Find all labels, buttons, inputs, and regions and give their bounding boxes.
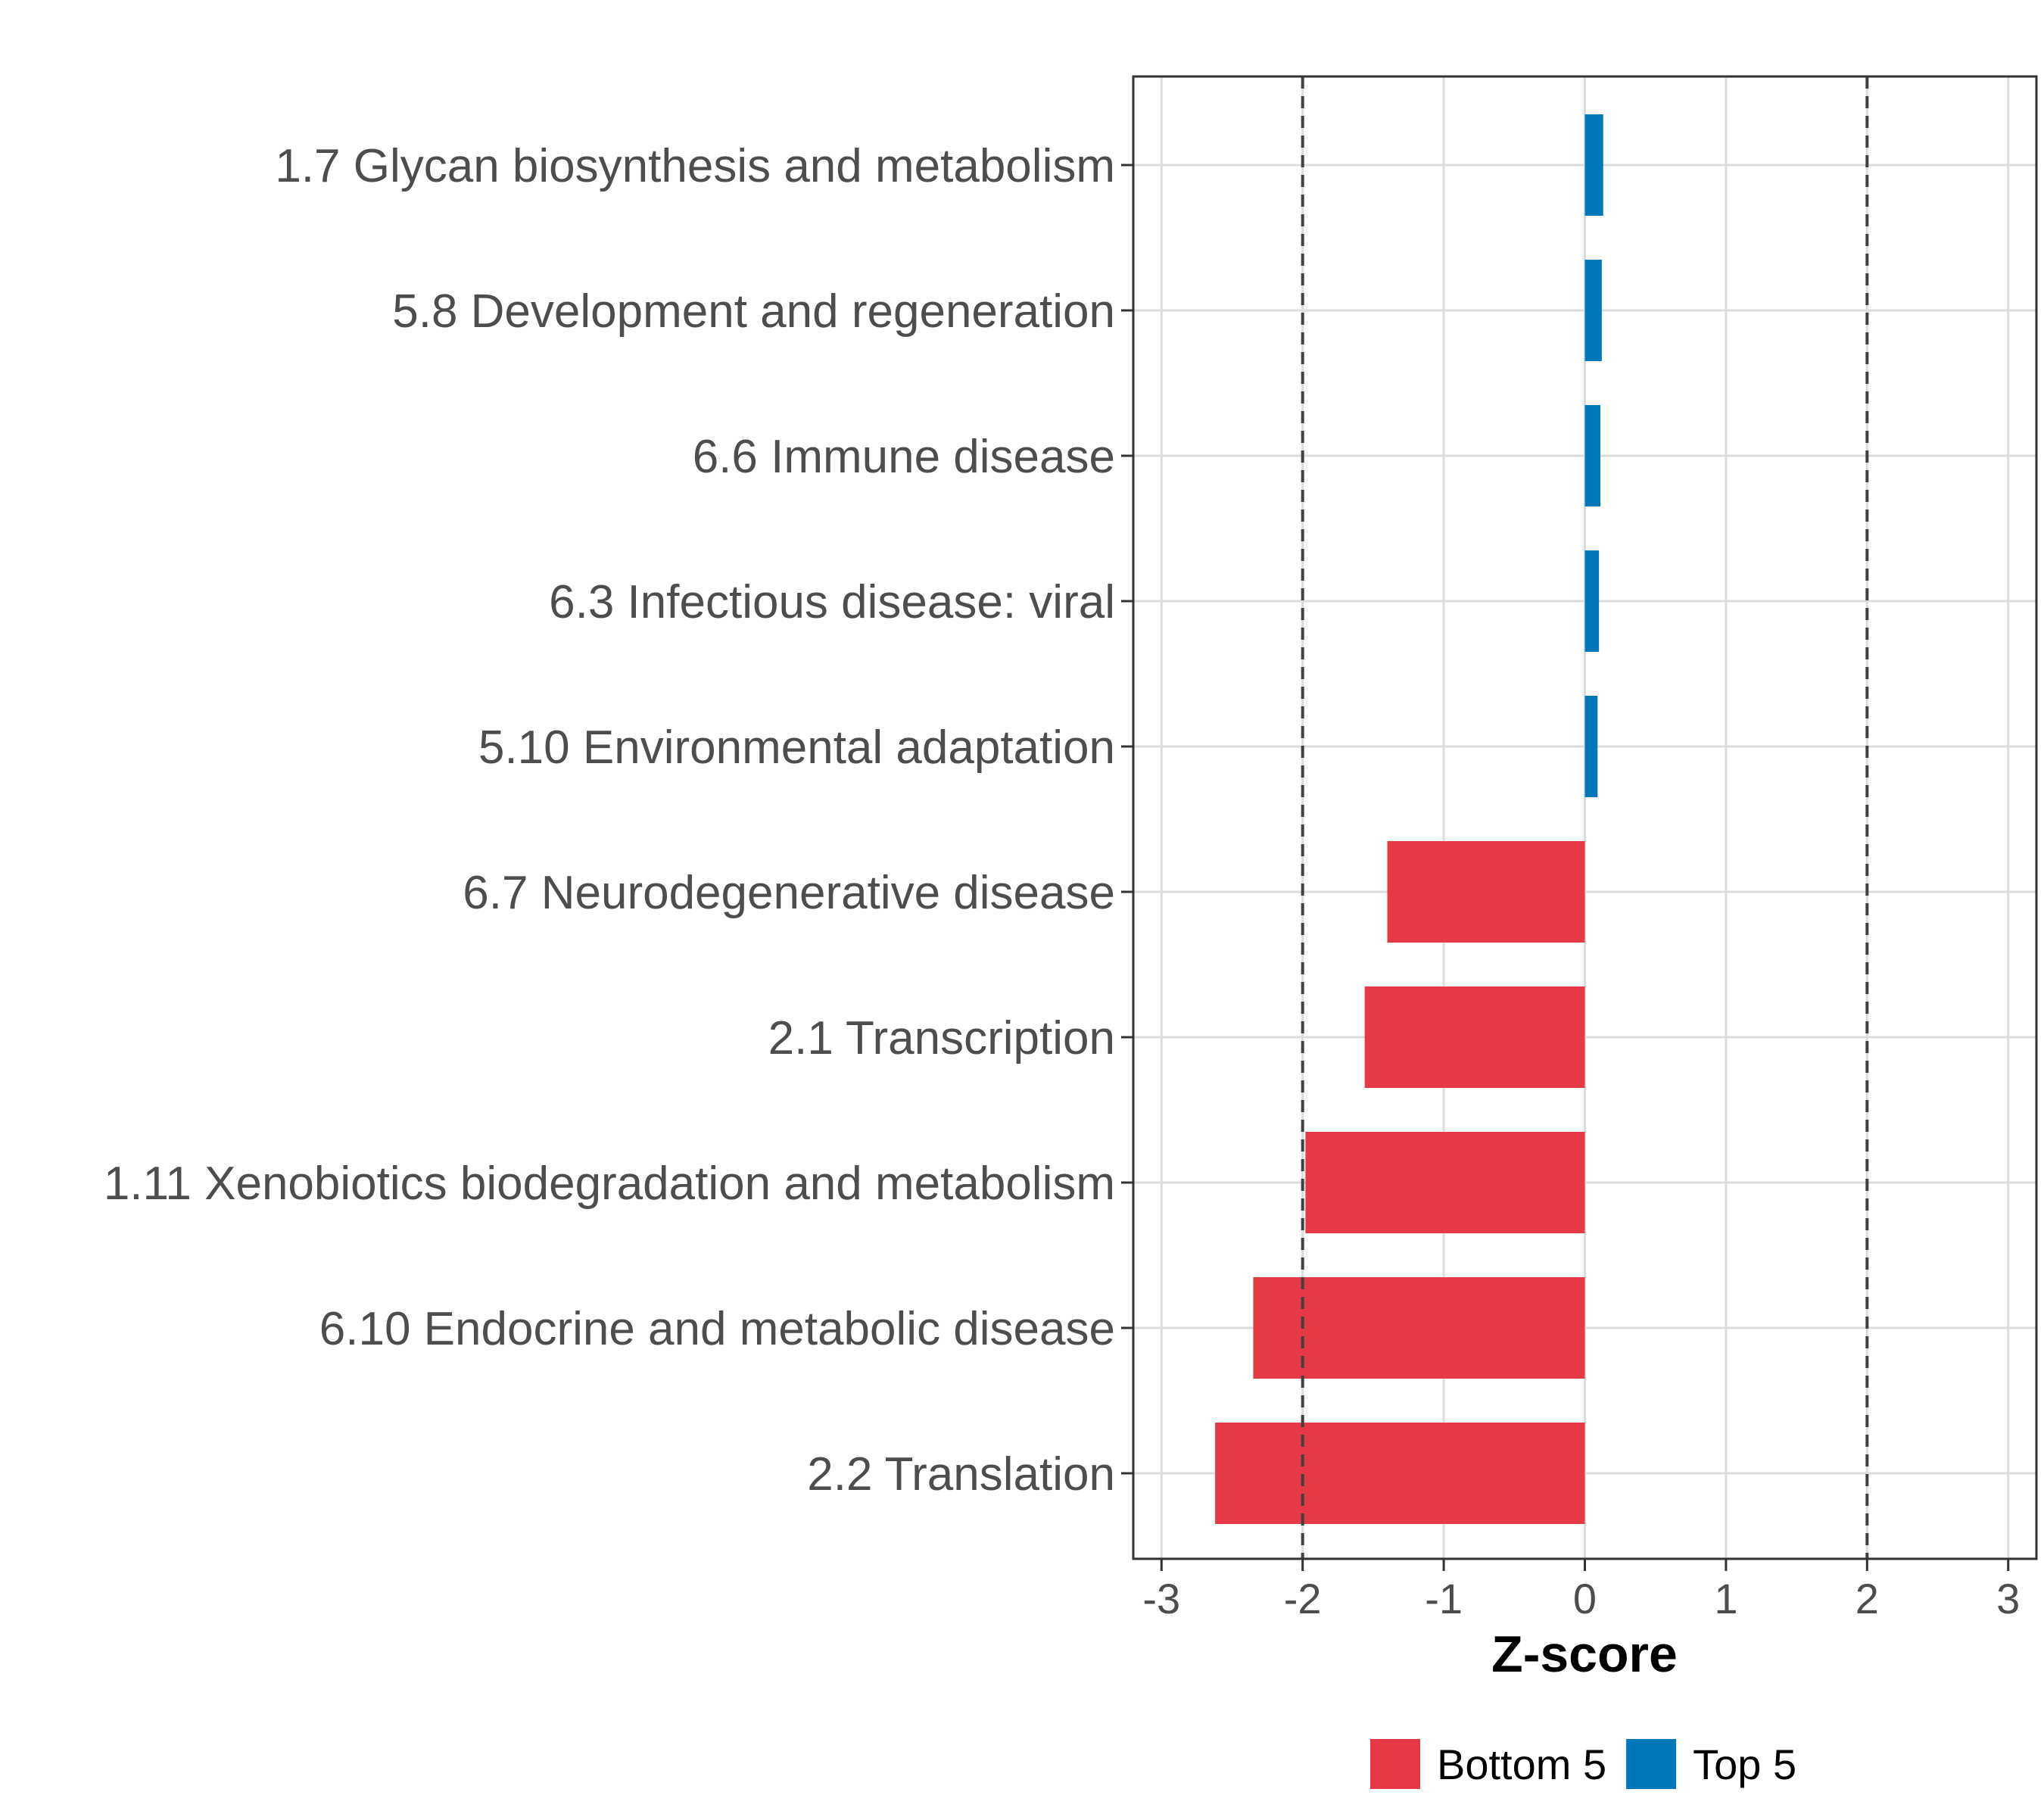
category-label-8: 6.10 Endocrine and metabolic disease (319, 1303, 1115, 1355)
x-tick-labels: -3 -2 -1 0 1 2 3 (1142, 1575, 2020, 1622)
category-label-9: 2.2 Translation (807, 1448, 1115, 1501)
bar-3 (1584, 550, 1600, 652)
legend-label-1: Top 5 (1693, 1741, 1796, 1788)
legend: Bottom 5 Top 5 (1370, 1739, 1796, 1789)
bar-4 (1584, 696, 1598, 797)
bar-8 (1253, 1277, 1585, 1379)
x-tick-label-5: 2 (1855, 1575, 1879, 1622)
bars (1215, 114, 1603, 1524)
category-label-1: 5.8 Development and regeneration (392, 285, 1115, 338)
category-label-5: 6.7 Neurodegenerative disease (463, 867, 1115, 919)
reference-lines (1301, 76, 1869, 1559)
category-labels: 1.7 Glycan biosynthesis and metabolism 5.… (104, 140, 1115, 1501)
bar-9 (1215, 1423, 1585, 1524)
bar-0 (1584, 114, 1603, 216)
legend-key-0 (1370, 1739, 1420, 1789)
x-tick-label-3: 0 (1573, 1575, 1597, 1622)
category-label-6: 2.1 Transcription (768, 1012, 1115, 1064)
category-label-7: 1.11 Xenobiotics biodegradation and meta… (104, 1158, 1115, 1210)
category-label-0: 1.7 Glycan biosynthesis and metabolism (275, 140, 1115, 192)
category-label-2: 6.6 Immune disease (693, 431, 1115, 483)
axis-ticks (1121, 164, 2010, 1571)
x-axis-title: Z-score (1491, 1625, 1678, 1683)
bar-1 (1584, 260, 1602, 361)
x-tick-label-1: -2 (1284, 1575, 1322, 1622)
x-tick-label-0: -3 (1142, 1575, 1180, 1622)
category-label-4: 5.10 Environmental adaptation (478, 722, 1115, 774)
x-tick-label-4: 1 (1714, 1575, 1737, 1622)
x-tick-label-6: 3 (1996, 1575, 2020, 1622)
category-label-3: 6.3 Infectious disease: viral (549, 576, 1115, 628)
bar-7 (1305, 1132, 1585, 1233)
bar-6 (1364, 986, 1585, 1088)
legend-label-0: Bottom 5 (1437, 1741, 1606, 1788)
bar-5 (1387, 841, 1585, 943)
bar-2 (1584, 405, 1601, 506)
legend-key-1 (1626, 1739, 1677, 1789)
x-tick-label-2: -1 (1425, 1575, 1463, 1622)
